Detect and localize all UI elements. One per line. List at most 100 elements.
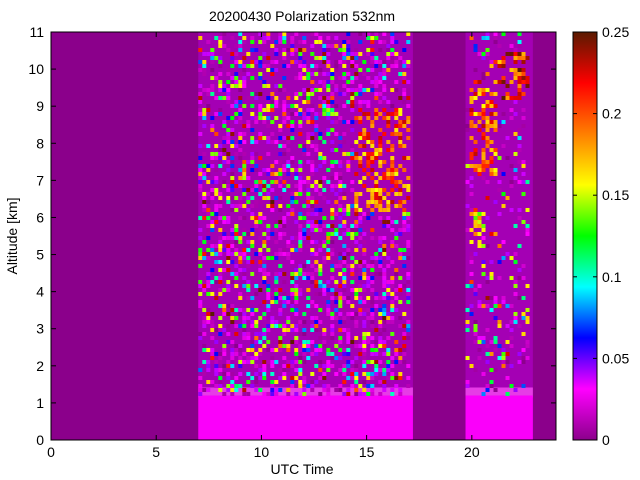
signal-pixel	[354, 380, 359, 384]
signal-pixel	[242, 228, 247, 232]
signal-pixel	[330, 216, 335, 220]
signal-pixel	[362, 312, 367, 316]
signal-pixel	[310, 168, 315, 172]
signal-pixel	[222, 44, 227, 48]
signal-pixel	[374, 116, 379, 120]
signal-pixel	[358, 116, 363, 120]
signal-pixel	[290, 60, 295, 64]
signal-pixel	[398, 112, 403, 116]
signal-pixel	[282, 32, 287, 36]
signal-pixel	[226, 276, 231, 280]
signal-pixel	[326, 308, 331, 312]
signal-pixel	[306, 308, 311, 312]
signal-pixel	[306, 276, 311, 280]
signal-pixel	[370, 124, 375, 128]
signal-pixel	[206, 192, 211, 196]
signal-pixel	[489, 148, 494, 152]
signal-pixel	[294, 60, 299, 64]
signal-pixel	[346, 32, 351, 36]
signal-pixel	[358, 288, 363, 292]
signal-pixel	[485, 140, 490, 144]
signal-pixel	[322, 196, 327, 200]
signal-pixel	[258, 216, 263, 220]
signal-pixel	[374, 372, 379, 376]
signal-pixel	[334, 172, 339, 176]
signal-pixel	[198, 280, 203, 284]
signal-pixel	[394, 348, 399, 352]
signal-pixel	[477, 348, 482, 352]
signal-pixel	[346, 388, 351, 392]
signal-pixel	[521, 264, 526, 268]
signal-pixel	[258, 132, 263, 136]
signal-pixel	[521, 180, 526, 184]
x-axis-label: UTC Time	[271, 461, 334, 477]
signal-pixel	[262, 84, 267, 88]
signal-pixel	[302, 216, 307, 220]
signal-pixel	[242, 172, 247, 176]
signal-pixel	[390, 228, 395, 232]
signal-pixel	[242, 188, 247, 192]
signal-pixel	[525, 80, 530, 84]
signal-pixel	[226, 312, 231, 316]
signal-pixel	[274, 140, 279, 144]
signal-pixel	[210, 56, 215, 60]
signal-pixel	[274, 288, 279, 292]
signal-pixel	[226, 268, 231, 272]
signal-pixel	[202, 344, 207, 348]
signal-pixel	[477, 232, 482, 236]
signal-pixel	[378, 272, 383, 276]
signal-pixel	[362, 100, 367, 104]
signal-pixel	[214, 112, 219, 116]
signal-pixel	[505, 340, 510, 344]
signal-pixel	[218, 384, 223, 388]
signal-pixel	[334, 184, 339, 188]
signal-pixel	[326, 336, 331, 340]
signal-pixel	[258, 332, 263, 336]
signal-pixel	[210, 228, 215, 232]
signal-pixel	[493, 340, 498, 344]
signal-pixel	[318, 156, 323, 160]
signal-pixel	[274, 252, 279, 256]
signal-pixel	[330, 120, 335, 124]
signal-pixel	[250, 144, 255, 148]
signal-pixel	[354, 388, 359, 392]
signal-pixel	[306, 140, 311, 144]
signal-pixel	[326, 288, 331, 292]
signal-pixel	[278, 136, 283, 140]
signal-pixel	[378, 204, 383, 208]
signal-pixel	[525, 356, 530, 360]
signal-pixel	[489, 124, 494, 128]
signal-pixel	[398, 392, 403, 396]
signal-pixel	[338, 272, 343, 276]
signal-pixel	[202, 252, 207, 256]
signal-pixel	[334, 44, 339, 48]
signal-pixel	[246, 288, 251, 292]
signal-pixel	[473, 324, 478, 328]
signal-pixel	[477, 92, 482, 96]
signal-pixel	[238, 148, 243, 152]
signal-pixel	[218, 332, 223, 336]
signal-pixel	[198, 96, 203, 100]
signal-pixel	[322, 372, 327, 376]
signal-pixel	[286, 136, 291, 140]
signal-pixel	[501, 76, 506, 80]
signal-pixel	[390, 320, 395, 324]
signal-pixel	[234, 232, 239, 236]
signal-pixel	[465, 328, 470, 332]
signal-pixel	[346, 212, 351, 216]
signal-pixel	[398, 136, 403, 140]
signal-pixel	[290, 48, 295, 52]
signal-pixel	[250, 320, 255, 324]
signal-pixel	[250, 296, 255, 300]
signal-pixel	[386, 224, 391, 228]
signal-pixel	[274, 52, 279, 56]
signal-pixel	[298, 292, 303, 296]
signal-pixel	[310, 340, 315, 344]
signal-pixel	[501, 296, 506, 300]
signal-pixel	[481, 260, 486, 264]
signal-pixel	[318, 36, 323, 40]
signal-pixel	[206, 252, 211, 256]
signal-pixel	[521, 52, 526, 56]
signal-pixel	[242, 192, 247, 196]
signal-pixel	[222, 232, 227, 236]
